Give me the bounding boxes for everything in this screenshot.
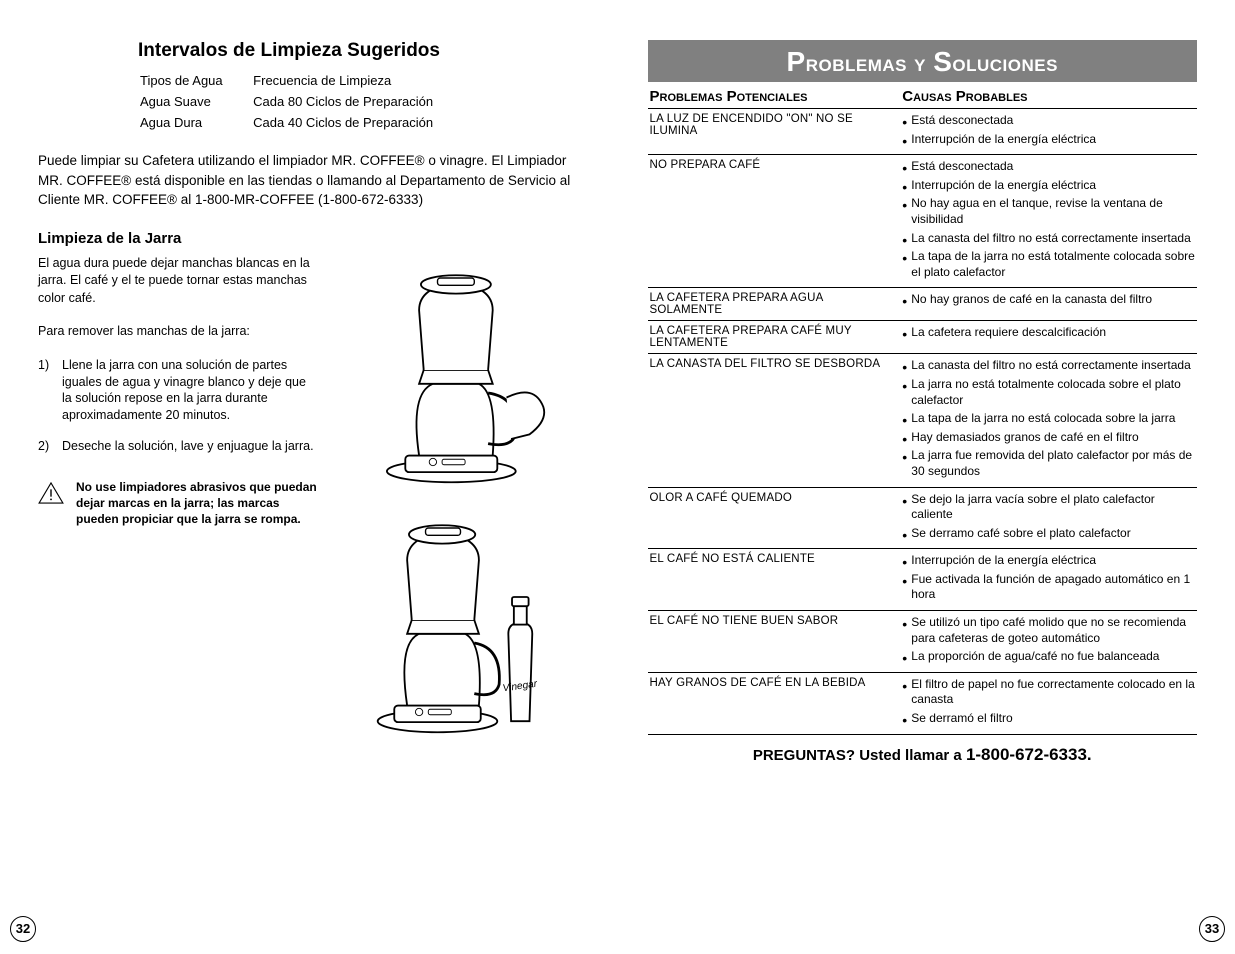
jar-steps: Llene la jarra con una solución de parte… bbox=[38, 357, 319, 455]
footer-question: PREGUNTAS? Usted llamar a 1-800-672-6333… bbox=[648, 745, 1198, 765]
causes: Interrupción de la energía eléctrica Fue… bbox=[900, 549, 1197, 611]
causes: La cafetera requiere descalcificación bbox=[900, 321, 1197, 354]
problem: HAY GRANOS DE CAFÉ EN LA BEBIDA bbox=[648, 672, 901, 734]
td-type: Agua Dura bbox=[140, 112, 253, 133]
step-2: Deseche la solución, lave y enjuague la … bbox=[38, 438, 319, 455]
causes: No hay granos de café en la canasta del … bbox=[900, 288, 1197, 321]
th-problems: Problemas Potenciales bbox=[648, 84, 901, 109]
causes: Se utilizó un tipo café molido que no se… bbox=[900, 611, 1197, 673]
coffeemaker-hand-illustration bbox=[368, 255, 553, 485]
problem: OLOR A CAFÉ QUEMADO bbox=[648, 487, 901, 549]
jar-intro: Para remover las manchas de la jarra: bbox=[38, 323, 319, 341]
svg-text:Vinegar: Vinegar bbox=[502, 678, 538, 694]
problem: NO PREPARA CAFÉ bbox=[648, 155, 901, 288]
problem: LA CANASTA DEL FILTRO SE DESBORDA bbox=[648, 354, 901, 487]
page-32: Intervalos de Limpieza Sugeridos Tipos d… bbox=[0, 0, 618, 954]
causes: El filtro de papel no fue correctamente … bbox=[900, 672, 1197, 734]
td-type: Agua Suave bbox=[140, 91, 253, 112]
page-number-right: 33 bbox=[1199, 916, 1225, 942]
causes: Está desconectada Interrupción de la ene… bbox=[900, 109, 1197, 155]
page-number-left: 32 bbox=[10, 916, 36, 942]
cleaning-interval-table: Tipos de Agua Frecuencia de Limpieza Agu… bbox=[140, 70, 500, 133]
th-causes: Causas Probables bbox=[900, 84, 1197, 109]
page-33: Problemas y Soluciones Problemas Potenci… bbox=[618, 0, 1235, 954]
problem: EL CAFÉ NO TIENE BUEN SABOR bbox=[648, 611, 901, 673]
causes: Se dejo la jarra vacía sobre el plato ca… bbox=[900, 487, 1197, 549]
warning-icon bbox=[38, 482, 64, 504]
footer-phone: 1-800-672-6333. bbox=[966, 745, 1092, 764]
warning-text: No use limpiadores abrasivos que puedan … bbox=[76, 479, 319, 528]
coffeemaker-vinegar-illustration: Vinegar bbox=[368, 505, 553, 735]
th-water-type: Tipos de Agua bbox=[140, 70, 253, 91]
cleaner-paragraph: Puede limpiar su Cafetera utilizando el … bbox=[38, 151, 588, 210]
causes: La canasta del filtro no está correctame… bbox=[900, 354, 1197, 487]
jar-text-column: El agua dura puede dejar manchas blancas… bbox=[38, 255, 319, 735]
jar-image-column: Vinegar bbox=[334, 255, 588, 735]
jar-desc: El agua dura puede dejar manchas blancas… bbox=[38, 255, 319, 308]
problem: LA LUZ DE ENCENDIDO "ON" NO SE ILUMINA bbox=[648, 109, 901, 155]
causes: Está desconectada Interrupción de la ene… bbox=[900, 155, 1197, 288]
problem: EL CAFÉ NO ESTÁ CALIENTE bbox=[648, 549, 901, 611]
td-freq: Cada 40 Ciclos de Preparación bbox=[253, 112, 499, 133]
warning-box: No use limpiadores abrasivos que puedan … bbox=[38, 479, 319, 528]
problem: LA CAFETERA PREPARA CAFÉ MUY LENTAMENTE bbox=[648, 321, 901, 354]
th-frequency: Frecuencia de Limpieza bbox=[253, 70, 499, 91]
troubleshooting-table: Problemas Potenciales Causas Probables L… bbox=[648, 84, 1198, 735]
problem: LA CAFETERA PREPARA AGUA SOLAMENTE bbox=[648, 288, 901, 321]
footer-text: PREGUNTAS? Usted llamar a bbox=[753, 747, 966, 764]
cleaning-interval-title: Intervalos de Limpieza Sugeridos bbox=[138, 40, 588, 62]
step-1: Llene la jarra con una solución de parte… bbox=[38, 357, 319, 425]
td-freq: Cada 80 Ciclos de Preparación bbox=[253, 91, 499, 112]
troubleshooting-banner: Problemas y Soluciones bbox=[648, 40, 1198, 82]
jar-cleaning-title: Limpieza de la Jarra bbox=[38, 230, 588, 247]
